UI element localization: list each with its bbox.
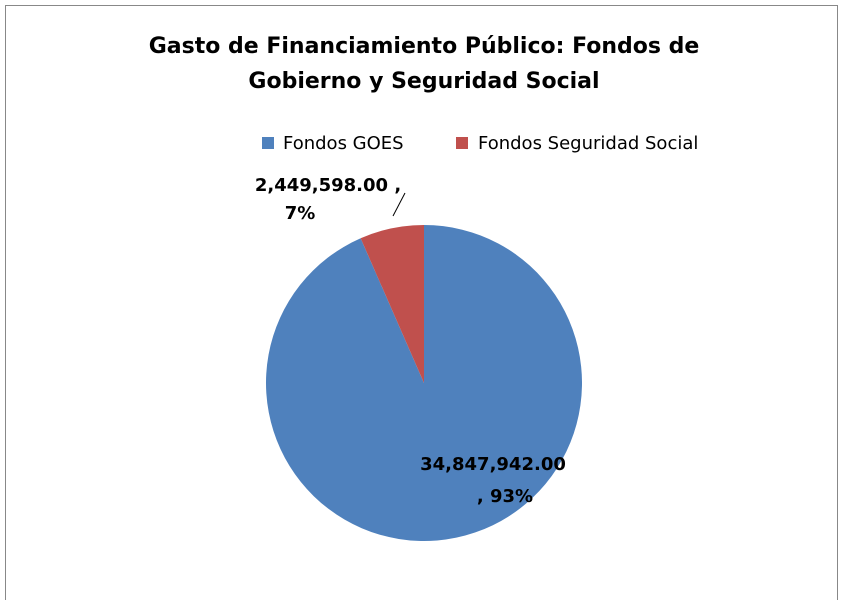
data-label: 2,449,598.00 , xyxy=(255,175,401,196)
data-label: 7% xyxy=(285,203,316,224)
legend-label: Fondos GOES xyxy=(283,133,404,154)
data-label: 34,847,942.00 xyxy=(420,454,566,475)
pie-slice xyxy=(360,225,424,383)
chart-title: Gasto de Financiamiento Público: Fondos … xyxy=(149,34,700,59)
data-label: , 93% xyxy=(477,486,533,507)
legend-swatch xyxy=(262,137,274,149)
chart-title: Gobierno y Seguridad Social xyxy=(248,69,599,94)
pie-slice xyxy=(266,225,582,542)
legend-label: Fondos Seguridad Social xyxy=(478,133,698,154)
legend-swatch xyxy=(456,137,468,149)
leader-line xyxy=(392,192,406,217)
